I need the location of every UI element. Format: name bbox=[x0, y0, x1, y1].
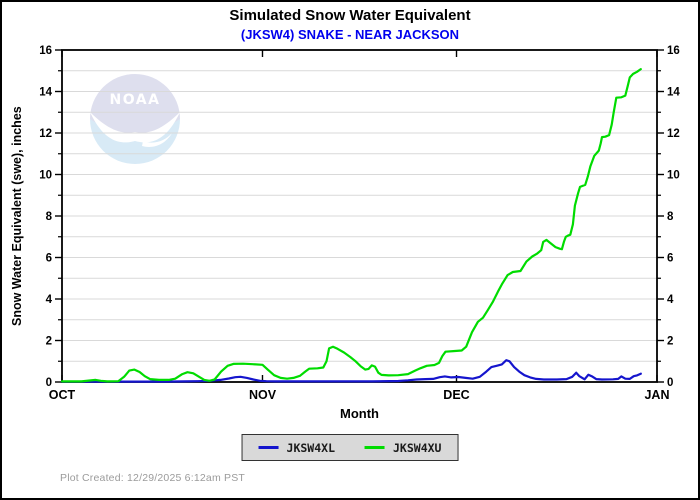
y-tick-label-right: 12 bbox=[667, 128, 680, 140]
y-tick-label-left: 12 bbox=[39, 128, 52, 140]
y-tick-label-left: 6 bbox=[46, 253, 52, 265]
series-line-jksw4xu bbox=[60, 67, 642, 383]
y-tick-label-right: 10 bbox=[667, 170, 680, 182]
legend: JKSW4XL JKSW4XU bbox=[241, 434, 459, 461]
x-tick-label: JAN bbox=[644, 388, 669, 402]
x-axis-title: Month bbox=[340, 406, 379, 421]
y-tick-label-left: 16 bbox=[39, 45, 52, 57]
plot-created-timestamp: Plot Created: 12/29/2025 6:12am PST bbox=[60, 472, 246, 484]
y-tick-label-right: 2 bbox=[667, 336, 673, 348]
series-line-jksw4xl bbox=[60, 359, 642, 383]
y-tick-label-right: 14 bbox=[667, 87, 680, 99]
legend-line-sample-jksw4xl bbox=[258, 446, 279, 449]
legend-line-sample-jksw4xu bbox=[365, 446, 385, 449]
noaa-logo-text: NOAA bbox=[110, 92, 161, 108]
x-tick-label: DEC bbox=[443, 388, 469, 402]
chart-subtitle: (JKSW4) SNAKE - NEAR JACKSON bbox=[240, 27, 460, 42]
y-tick-label-right: 8 bbox=[667, 211, 674, 223]
noaa-logo-watermark: NOAA bbox=[90, 74, 180, 164]
y-tick-label-right: 6 bbox=[667, 253, 673, 265]
x-tick-label: NOV bbox=[249, 388, 277, 402]
legend-label-jksw4xu: JKSW4XU bbox=[393, 440, 442, 455]
chart-title: Simulated Snow Water Equivalent bbox=[229, 7, 471, 24]
y-tick-label-left: 2 bbox=[46, 336, 52, 348]
y-axis-title: Snow Water Equivalent (swe), inches bbox=[10, 106, 24, 326]
legend-label-jksw4xl: JKSW4XL bbox=[286, 440, 335, 455]
y-tick-label-left: 14 bbox=[39, 87, 52, 99]
y-tick-label-left: 8 bbox=[46, 211, 53, 223]
legend-item-jksw4xu: JKSW4XU bbox=[365, 441, 441, 455]
y-tick-label-left: 10 bbox=[39, 170, 52, 182]
y-tick-label-right: 16 bbox=[667, 45, 680, 57]
legend-item-jksw4xl: JKSW4XL bbox=[258, 440, 335, 455]
chart-layer: 0 0 2 2 4 4 6 6 8 8 10 10 12 12 14 14 16 16 OCT NOV DEC JAN bbox=[39, 45, 680, 402]
y-tick-label-left: 4 bbox=[46, 294, 53, 306]
y-tick-label-right: 0 bbox=[667, 377, 673, 389]
y-tick-label-right: 4 bbox=[667, 294, 674, 306]
y-tick-label-left: 0 bbox=[46, 377, 52, 389]
x-tick-label: OCT bbox=[49, 388, 76, 402]
